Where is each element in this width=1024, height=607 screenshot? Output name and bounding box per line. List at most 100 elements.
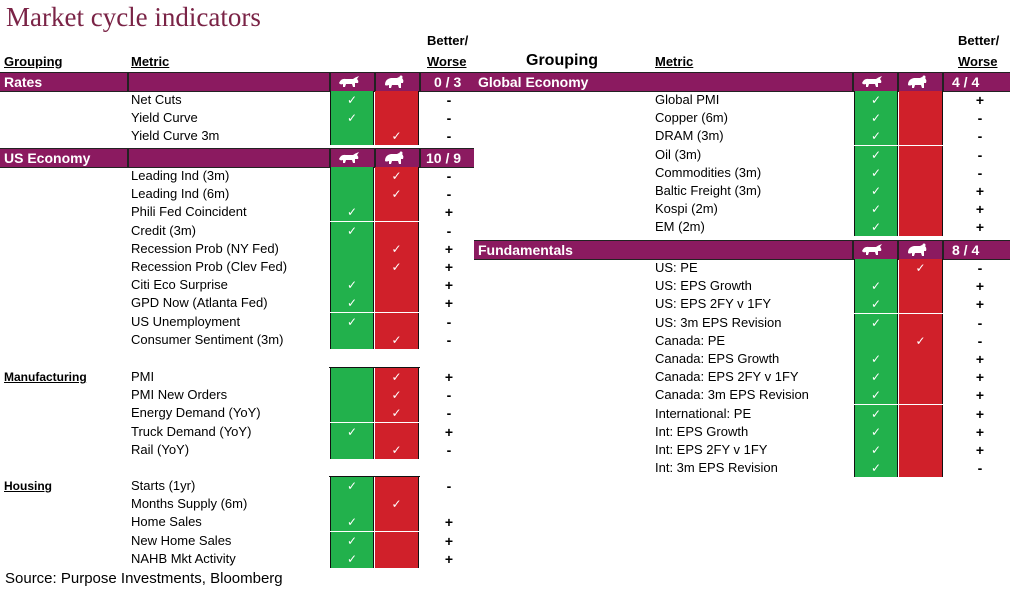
metric-label: GPD Now (Atlanta Fed) <box>131 295 268 311</box>
metric-label: Leading Ind (6m) <box>131 186 230 202</box>
check-icon: ✓ <box>391 260 402 274</box>
check-icon: ✓ <box>346 205 358 220</box>
table-row: Canada: EPS Growth ✓ + <box>0 350 1024 368</box>
check-icon: ✓ <box>870 147 882 162</box>
bull-cell <box>330 258 374 276</box>
change-indicator: + <box>975 369 985 386</box>
metric-label: Recession Prob (Clev Fed) <box>131 259 288 274</box>
table-row: International: PE ✓ + <box>0 404 1024 423</box>
table-row: Credit (3m) ✓ - <box>0 221 1024 240</box>
bull-cell: ✓ <box>854 295 898 314</box>
table-row: Home Sales ✓ + <box>0 513 1024 532</box>
divider <box>374 73 376 91</box>
bull-cell: ✓ <box>854 182 898 200</box>
table-row: Canada: 3m EPS Revision ✓ + <box>0 386 1024 405</box>
table-row: Yield Curve ✓ - <box>0 109 1024 128</box>
table-row: Int: EPS 2FY v 1FY ✓ + <box>0 441 1024 459</box>
bull-cell <box>330 239 374 258</box>
divider <box>942 241 944 259</box>
check-icon: ✓ <box>391 169 402 183</box>
check-icon: ✓ <box>391 332 402 347</box>
check-icon: ✓ <box>391 241 402 256</box>
check-icon: ✓ <box>346 278 358 293</box>
check-icon: ✓ <box>346 314 358 329</box>
bear-cell <box>899 459 943 478</box>
bear-cell <box>375 422 419 441</box>
metric-label: Copper (6m) <box>655 110 728 126</box>
change-indicator: - <box>446 387 452 404</box>
bull-cell <box>330 167 374 185</box>
change-indicator: - <box>446 405 452 422</box>
table-row: Phili Fed Coincident ✓ + <box>0 203 1024 222</box>
divider <box>942 73 944 91</box>
bear-cell <box>375 203 419 222</box>
category-label: Rates <box>4 74 43 90</box>
category-score: 8 / 4 <box>952 242 980 258</box>
change-indicator: - <box>446 478 452 494</box>
table-row: US: 3m EPS Revision ✓ - <box>0 313 1024 332</box>
bull-cell: ✓ <box>330 221 374 240</box>
metric-label: Consumer Sentiment (3m) <box>131 331 284 347</box>
check-icon: ✓ <box>391 129 402 144</box>
change-indicator: + <box>975 92 985 108</box>
change-indicator: - <box>977 460 983 477</box>
metric-label: US: 3m EPS Revision <box>655 314 782 330</box>
check-icon: ✓ <box>870 279 882 294</box>
change-indicator: - <box>446 92 452 108</box>
check-icon: ✓ <box>870 315 882 330</box>
check-icon: ✓ <box>915 333 926 348</box>
bull-cell <box>330 495 374 514</box>
change-indicator: - <box>977 146 983 163</box>
check-icon: ✓ <box>870 111 882 126</box>
right-grouping-header: Grouping <box>526 52 598 69</box>
change-indicator: + <box>975 387 985 404</box>
change-indicator: - <box>977 164 983 181</box>
bull-cell: ✓ <box>854 422 898 441</box>
bull-cell: ✓ <box>854 368 898 387</box>
change-indicator: - <box>977 128 983 145</box>
bear-cell <box>899 277 943 296</box>
category-global-economy: Global Economy 4 / 4 <box>474 72 1010 92</box>
category-rates: Rates 0 / 3 <box>0 72 474 92</box>
table-row: Starts (1yr) ✓ - <box>0 477 1024 495</box>
table-row: Energy Demand (YoY) ✓ - <box>0 404 1024 423</box>
change-indicator: - <box>446 110 452 127</box>
bear-cell: ✓ <box>375 404 419 423</box>
bear-icon <box>383 151 405 165</box>
bear-cell <box>899 313 943 332</box>
left-grouping-header: Grouping <box>4 54 63 69</box>
bear-cell <box>899 127 943 146</box>
metric-label: Credit (3m) <box>131 222 197 238</box>
metric-label: Kospi (2m) <box>655 201 718 217</box>
bear-cell <box>375 221 419 240</box>
metric-label: NAHB Mkt Activity <box>131 550 236 566</box>
table-row: Yield Curve 3m ✓ - <box>0 127 1024 146</box>
bear-cell <box>899 200 943 219</box>
metric-label: Canada: EPS 2FY v 1FY <box>655 369 799 385</box>
bear-cell <box>899 182 943 200</box>
change-indicator: + <box>975 201 985 218</box>
divider <box>852 73 854 91</box>
metric-label: Truck Demand (YoY) <box>131 423 252 439</box>
category-us-economy: US Economy 10 / 9 <box>0 148 474 168</box>
metric-label: Home Sales <box>131 514 202 530</box>
bear-cell: ✓ <box>375 330 419 349</box>
table-row: PMI New Orders ✓ - <box>0 386 1024 405</box>
table-row: DRAM (3m) ✓ - <box>0 127 1024 146</box>
table-row: Months Supply (6m) ✓ <box>0 495 1024 514</box>
metric-label: EM (2m) <box>655 219 705 235</box>
metric-label: Phili Fed Coincident <box>131 204 247 220</box>
bear-cell: ✓ <box>899 331 943 350</box>
table-row: Kospi (2m) ✓ + <box>0 200 1024 219</box>
check-icon: ✓ <box>346 223 358 238</box>
check-icon: ✓ <box>346 296 358 311</box>
change-indicator: + <box>444 423 454 440</box>
divider <box>329 73 331 91</box>
change-indicator: + <box>975 278 985 295</box>
divider <box>897 73 899 91</box>
bull-cell: ✓ <box>854 109 898 128</box>
change-indicator: + <box>444 514 454 531</box>
bull-cell <box>330 127 374 146</box>
bull-cell: ✓ <box>854 218 898 237</box>
table-row: Int: EPS Growth ✓ + <box>0 422 1024 441</box>
